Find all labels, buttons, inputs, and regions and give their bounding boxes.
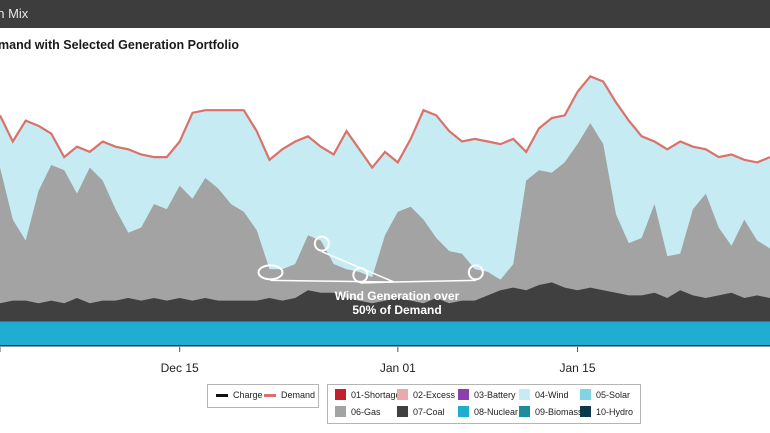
annotation-circle (313, 235, 330, 252)
legend-biomass-swatch (519, 406, 530, 417)
legend-item-demand[interactable]: Demand (264, 390, 315, 400)
legend-item-battery[interactable]: 03-Battery (458, 389, 516, 400)
legend-item-biomass[interactable]: 09-Biomass (519, 406, 583, 417)
legend-item-coal[interactable]: 07-Coal (397, 406, 445, 417)
annotation-circle (352, 266, 369, 283)
legend-item-solar[interactable]: 05-Solar (580, 389, 630, 400)
legend-demand-line (264, 393, 276, 397)
demand-line (0, 74, 770, 170)
annotation-arrow (270, 279, 395, 283)
legend-item-gas[interactable]: 06-Gas (335, 406, 381, 417)
legend-solar-swatch (580, 389, 591, 400)
legend-battery-label: 03-Battery (474, 389, 516, 400)
legend-biomass-label: 09-Biomass (535, 406, 583, 417)
legend-item-hydro[interactable]: 10-Hydro (580, 406, 633, 417)
legend-gas-swatch (335, 406, 346, 417)
legend-wind-label: 04-Wind (535, 389, 569, 400)
nuclear-edge (0, 321, 770, 324)
x-tick-label: Jan 15 (559, 361, 595, 375)
window-titlebar: on Mix (0, 0, 770, 28)
legend-nuclear-label: 08-Nuclear (474, 406, 519, 417)
legend-nuclear-swatch (458, 406, 469, 417)
legend-shortage-label: 01-Shortage (351, 389, 401, 400)
annotation-arrow (321, 250, 395, 283)
legend-hydro-label: 10-Hydro (596, 406, 634, 417)
legend-coal-label: 07-Coal (413, 406, 445, 417)
nuclear-area (0, 321, 770, 345)
annotation-line1: Wind Generation over (335, 289, 460, 303)
annotation-arrow (360, 281, 395, 284)
hydro-line (0, 345, 770, 347)
legend-charge-label: Charge (233, 390, 263, 400)
x-tick-label: Jan 01 (380, 361, 416, 375)
legend-item-nuclear[interactable]: 08-Nuclear (458, 406, 518, 417)
legend-wind-swatch (519, 389, 530, 400)
legend-item-charge[interactable]: Charge (216, 390, 263, 400)
x-tick-label: Dec 15 (161, 361, 199, 375)
legend-battery-swatch (458, 389, 469, 400)
annotation-circle (467, 264, 484, 281)
legend-charge-line (216, 393, 228, 397)
legend-excess-swatch (397, 389, 408, 400)
annotation-arrow (393, 279, 476, 283)
legend-coal-swatch (397, 406, 408, 417)
legend-item-wind[interactable]: 04-Wind (519, 389, 569, 400)
legend-demand-label: Demand (281, 390, 316, 400)
annotation-circle (257, 264, 284, 281)
legend-generation: 01-Shortage 02-Excess 03-Battery 04-Wind… (327, 384, 641, 424)
legend-item-shortage[interactable]: 01-Shortage (335, 389, 401, 400)
legend-excess-label: 02-Excess (413, 389, 456, 400)
legend-shortage-swatch (335, 389, 346, 400)
legend-item-excess[interactable]: 02-Excess (397, 389, 455, 400)
annotation-line2: 50% of Demand (352, 303, 441, 317)
gas-area (0, 123, 770, 345)
legend-hydro-swatch (580, 406, 591, 417)
legend-lines: Charge Demand (207, 384, 319, 408)
window-title: on Mix (0, 6, 29, 21)
legend-solar-label: 05-Solar (596, 389, 631, 400)
legend-gas-label: 06-Gas (351, 406, 381, 417)
chart-title: mand with Selected Generation Portfolio (0, 38, 240, 52)
